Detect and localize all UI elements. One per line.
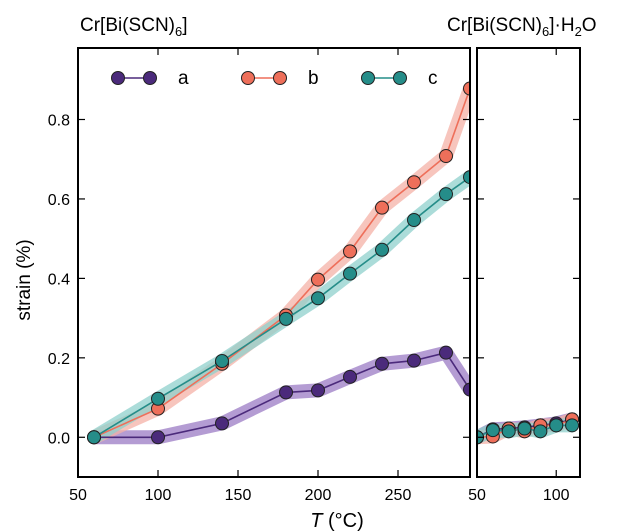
right-panel: 50 100 <box>468 47 581 504</box>
series-a-point <box>463 382 470 397</box>
series-c-point <box>485 423 500 438</box>
series-c-point <box>87 430 101 445</box>
series-c-point <box>311 291 325 306</box>
axes-frame <box>77 47 471 478</box>
left-panel-title: Cr[Bi(SCN)6] <box>80 15 188 39</box>
x-tick-label: 100 <box>543 487 570 504</box>
series-b-line <box>93 88 470 439</box>
legend-marker-b <box>273 71 287 85</box>
series-c-point <box>439 187 453 202</box>
series-a-point <box>343 369 357 384</box>
series-a-point <box>215 416 229 431</box>
series-a-point <box>151 430 165 445</box>
legend-marker-b <box>241 71 255 85</box>
x-axis-label: T (°C) <box>310 510 364 532</box>
legend-label-c: c <box>428 68 438 89</box>
series-b-point <box>375 200 389 215</box>
legend: a b c <box>111 68 438 89</box>
series-b-point <box>439 149 453 164</box>
left-panel: 50 100 150 200 250 0.0 0.2 0.4 0.6 0.8 <box>48 47 471 504</box>
legend-label-b: b <box>308 68 319 89</box>
series-c-point <box>407 212 421 227</box>
series-a-point <box>439 345 453 360</box>
y-tick-label: 0.0 <box>48 430 70 447</box>
series-a-point <box>407 353 421 368</box>
series-b-point <box>311 272 325 287</box>
series-a-point <box>375 356 389 371</box>
legend-marker-a <box>143 71 157 85</box>
series-c-point <box>565 418 580 433</box>
series-a-point <box>279 385 293 400</box>
x-tick-label: 150 <box>225 487 252 504</box>
axes-frame <box>476 47 581 478</box>
y-tick-label: 0.2 <box>48 351 70 368</box>
series-c-point <box>151 391 165 406</box>
right-panel-title: Cr[Bi(SCN)6]·H2O <box>447 15 597 39</box>
series-a-line <box>94 351 470 439</box>
y-axis-label: strain (%) <box>14 239 35 320</box>
series-c-point <box>517 421 532 436</box>
legend-marker-c <box>361 71 375 85</box>
x-tick-label: 250 <box>385 487 412 504</box>
y-tick-label: 0.6 <box>48 192 70 209</box>
x-tick-label: 50 <box>468 487 486 504</box>
y-tick-label: 0.4 <box>48 271 70 288</box>
y-tick-label: 0.8 <box>48 113 70 130</box>
legend-marker-a <box>111 71 125 85</box>
series-b-point <box>343 244 357 259</box>
x-tick-label: 50 <box>69 487 87 504</box>
series-c-point <box>533 424 548 439</box>
legend-label-a: a <box>178 68 189 89</box>
series-a-point <box>311 383 325 398</box>
series-b-point <box>463 81 470 96</box>
series-c-point <box>215 354 229 369</box>
series-b-band <box>87 81 470 445</box>
series-c-point <box>375 242 389 257</box>
series-c-point <box>463 170 470 185</box>
series-b-point <box>407 175 421 190</box>
series-c-point <box>343 266 357 281</box>
series-c-line <box>93 176 470 438</box>
x-tick-label: 200 <box>305 487 332 504</box>
series-c-point <box>501 424 516 439</box>
series-c-point <box>549 418 564 433</box>
legend-marker-c <box>393 71 407 85</box>
x-tick-label: 100 <box>145 487 172 504</box>
series-c-point <box>279 311 293 326</box>
